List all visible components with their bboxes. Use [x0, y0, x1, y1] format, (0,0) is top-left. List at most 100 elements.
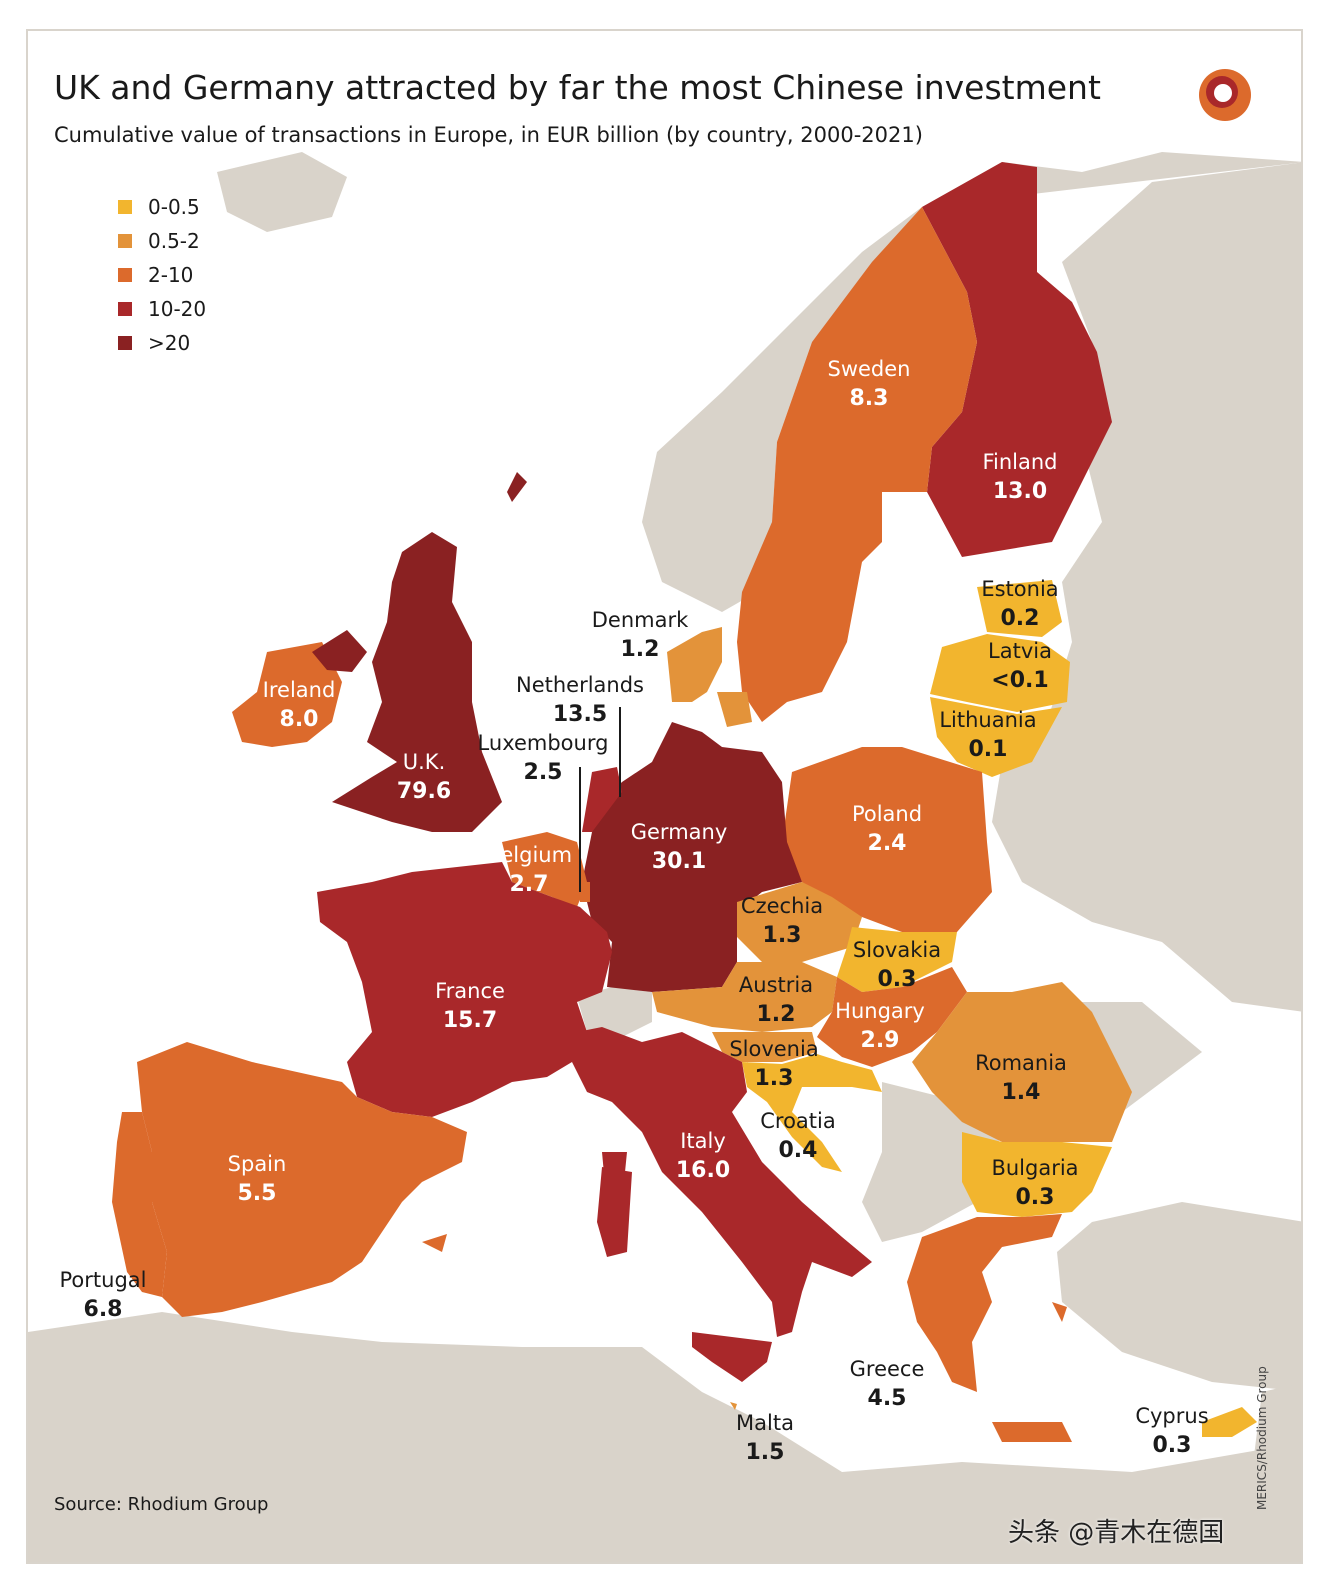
country-value: 1.3 — [762, 923, 802, 948]
country-value: 0.3 — [1015, 1185, 1055, 1210]
legend-item: 2-10 — [118, 258, 206, 292]
sweden-region — [737, 207, 977, 722]
estonia-region — [977, 580, 1062, 637]
label-uk: U.K. 79.6 — [397, 748, 451, 806]
country-value: 2.7 — [509, 872, 549, 897]
country-value: 15.7 — [442, 1008, 498, 1033]
label-poland: Poland 2.4 — [852, 800, 922, 858]
ireland-region — [232, 642, 342, 747]
uk-region — [332, 472, 527, 832]
legend-swatch-icon — [118, 200, 132, 214]
country-name: U.K. — [402, 750, 446, 774]
country-value: 1.2 — [620, 637, 660, 662]
country-value: 0.3 — [1152, 1433, 1192, 1458]
label-hungary: Hungary 2.9 — [835, 997, 925, 1055]
middle-east-land — [1252, 1382, 1301, 1472]
label-germany: Germany 30.1 — [631, 818, 728, 876]
country-name: Belgium — [485, 843, 573, 867]
country-value: 13.0 — [992, 479, 1048, 504]
romania-region — [912, 982, 1132, 1142]
hungary-region — [817, 967, 967, 1067]
finland-region — [922, 162, 1112, 557]
legend-item: 0-0.5 — [118, 190, 206, 224]
country-name: Czechia — [740, 894, 824, 918]
map-subtitle: Cumulative value of transactions in Euro… — [54, 123, 923, 147]
country-name: Denmark — [591, 608, 689, 632]
country-value: 30.1 — [651, 849, 707, 874]
non-eu-land — [28, 152, 1301, 1562]
netherlands-region — [582, 767, 622, 832]
watermark: 头条 @青木在德国 — [1008, 1518, 1225, 1548]
country-name: Slovakia — [852, 938, 942, 962]
label-netherlands: Netherlands 13.5 — [516, 671, 644, 729]
country-value: 0.2 — [1000, 606, 1040, 631]
northern-ireland-region — [312, 630, 367, 672]
legend: 0-0.5 0.5-2 2-10 10-20 >20 — [118, 190, 206, 360]
country-value: 2.5 — [523, 760, 563, 785]
country-name: Lithuania — [939, 708, 1037, 732]
belgium-region — [502, 832, 587, 907]
label-malta: Malta 1.5 — [736, 1409, 794, 1467]
label-czechia: Czechia 1.3 — [741, 892, 823, 950]
spain-region — [137, 1042, 467, 1317]
czechia-region — [737, 882, 862, 962]
lithuania-region — [930, 697, 1062, 777]
north-africa-land — [28, 1312, 1301, 1562]
legend-label: 0.5-2 — [148, 229, 200, 253]
country-value: 5.5 — [237, 1181, 277, 1206]
label-denmark: Denmark 1.2 — [592, 606, 689, 664]
country-name: Italy — [680, 1129, 726, 1153]
denmark-region — [667, 627, 752, 727]
legend-label: 10-20 — [148, 297, 207, 321]
bulgaria-region — [962, 1132, 1112, 1217]
country-name: Malta — [736, 1411, 794, 1435]
country-value: 4.5 — [867, 1386, 907, 1411]
label-greece: Greece 4.5 — [850, 1355, 925, 1413]
legend-label: 0-0.5 — [148, 195, 200, 219]
greenland-iceland-land — [217, 152, 347, 232]
country-name: Estonia — [981, 577, 1059, 601]
country-value: 1.3 — [754, 1066, 794, 1091]
country-name: Spain — [227, 1152, 287, 1176]
map-frame — [26, 29, 1303, 1564]
legend-swatch-icon — [118, 336, 132, 350]
label-bulgaria: Bulgaria 0.3 — [991, 1154, 1078, 1212]
country-name: Slovenia — [729, 1037, 819, 1061]
norway-land — [642, 152, 1301, 612]
country-name: France — [435, 979, 505, 1003]
merics-logo-icon — [1199, 69, 1251, 121]
country-name: Portugal — [59, 1268, 147, 1292]
country-value: 1.5 — [745, 1440, 785, 1465]
malta-region — [730, 1402, 737, 1410]
country-value: 8.3 — [849, 386, 889, 411]
latvia-region — [930, 634, 1070, 712]
country-name: Cyprus — [1135, 1404, 1209, 1428]
country-value: <0.1 — [991, 668, 1049, 693]
russia-east-land — [992, 162, 1301, 1012]
label-france: France 15.7 — [435, 977, 505, 1035]
legend-swatch-icon — [118, 268, 132, 282]
country-name: Poland — [851, 802, 923, 826]
map-title: UK and Germany attracted by far the most… — [54, 68, 1101, 107]
label-belgium: Belgium 2.7 — [486, 841, 572, 899]
eu-countries — [112, 162, 1257, 1442]
label-cyprus: Cyprus 0.3 — [1135, 1402, 1208, 1460]
country-name: Bulgaria — [991, 1156, 1079, 1180]
slovenia-adriatic-region — [747, 1062, 762, 1087]
poland-region — [782, 747, 992, 932]
label-luxembourg: Luxembourg 2.5 — [478, 729, 609, 787]
country-value: 6.8 — [83, 1297, 123, 1322]
source-note: Source: Rhodium Group — [54, 1494, 269, 1515]
switzerland-land — [577, 987, 652, 1037]
legend-item: >20 — [118, 326, 206, 360]
label-spain: Spain 5.5 — [228, 1150, 287, 1208]
country-name: Austria — [738, 973, 814, 997]
legend-swatch-icon — [118, 234, 132, 248]
country-name: Sweden — [827, 357, 911, 381]
turkey-land — [1057, 1202, 1301, 1392]
country-name: Finland — [982, 450, 1058, 474]
legend-label: 2-10 — [148, 263, 194, 287]
austria-region — [652, 962, 837, 1032]
country-name: Luxembourg — [477, 731, 609, 755]
label-lithuania: Lithuania 0.1 — [939, 706, 1036, 764]
